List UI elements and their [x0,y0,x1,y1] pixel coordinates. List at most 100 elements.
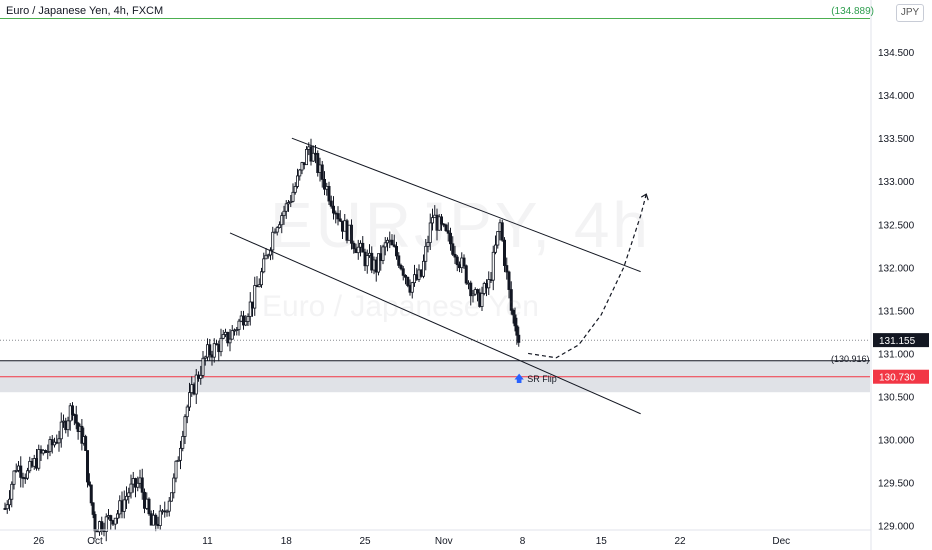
candle-down [442,223,446,226]
candle-up [277,224,281,228]
currency-button[interactable]: JPY [896,4,924,22]
candle-up [259,271,263,286]
y-tick-label: 133.000 [878,177,915,188]
candle-up [289,200,293,203]
candle-down [349,224,353,244]
candle-up [471,293,475,297]
candle-up [282,210,286,217]
candle-down [397,255,401,266]
candle-up [430,217,434,224]
candle-down [446,230,450,234]
candle-down [455,256,459,266]
candle-down [513,314,517,327]
candle-down [80,425,84,444]
candle-up [426,242,430,247]
candle-up [376,253,380,273]
candle-up [57,438,61,444]
candle-up [237,320,241,330]
y-tick-label: 131.500 [878,306,915,317]
candle-up [356,246,360,254]
up-arrow-icon: 🡅 [514,374,525,385]
channel-lower-line [229,232,641,415]
candle-up [201,357,205,376]
candle-up [291,191,295,202]
candle-up [46,451,50,453]
channel-upper-line [291,137,641,273]
candle-up [104,516,108,532]
candle-down [448,232,452,245]
candle-up [113,517,117,525]
candle-down [208,344,212,356]
y-tick-label: 134.000 [878,91,915,102]
candle-down [451,243,455,255]
candle-down [74,414,78,424]
candle-down [392,244,396,247]
candle-up [428,222,432,243]
candle-down [469,282,473,297]
candle-up [253,285,257,309]
candle-up [304,149,308,166]
support-price-value: 130.730 [879,373,916,384]
candle-up [421,260,425,277]
candle-up [311,152,315,162]
candle-down [91,502,95,515]
candle-up [275,227,279,233]
candle-down [147,498,151,515]
candle-up [187,392,191,408]
candle-up [25,470,29,479]
candle-up [284,203,288,212]
candle-down [394,246,398,257]
candle-up [169,492,173,502]
candle-up [262,258,266,273]
candle-down [505,265,509,273]
candle-up [66,420,70,431]
y-tick-label: 134.500 [878,48,915,59]
candle-up [219,337,223,353]
candle-up [14,470,18,472]
x-tick-label: 15 [596,536,608,547]
x-tick-label: 26 [33,536,45,547]
candle-down [515,325,519,336]
candle-up [48,439,52,452]
candle-up [293,186,297,193]
candle-down [140,477,144,493]
projection-path [528,193,647,359]
candle-up [246,316,250,322]
candle-up [286,202,290,205]
candle-down [352,242,356,250]
candle-up [165,510,169,513]
y-tick-label: 130.500 [878,393,915,404]
candle-down [399,264,403,270]
candle-up [491,251,495,281]
candle-up [176,459,180,462]
candle-down [500,222,504,241]
hi-price-label: (134.889) [831,6,874,17]
candle-down [338,218,342,222]
candle-up [410,282,414,293]
symbol-header: Euro / Japanese Yen, 4h, FXCM [6,5,164,17]
candle-up [424,245,428,262]
candle-up [194,374,198,395]
candle-down [509,289,513,311]
candle-down [502,239,506,266]
candle-up [235,329,239,331]
candle-down [336,213,340,220]
candle-down [464,265,468,284]
candle-down [93,514,97,532]
candle-up [12,470,16,485]
candle-up [482,283,486,294]
candle-down [316,153,320,173]
candle-up [257,284,261,288]
candle-up [174,460,178,479]
support-price-tag [873,369,929,384]
candle-up [136,482,140,488]
candle-up [295,175,299,187]
candle-up [496,231,500,246]
candle-up [221,334,225,339]
candle-up [266,254,270,257]
candle-down [401,268,405,276]
candle-up [5,504,9,510]
y-tick-label: 133.500 [878,134,915,145]
candle-down [361,242,365,253]
